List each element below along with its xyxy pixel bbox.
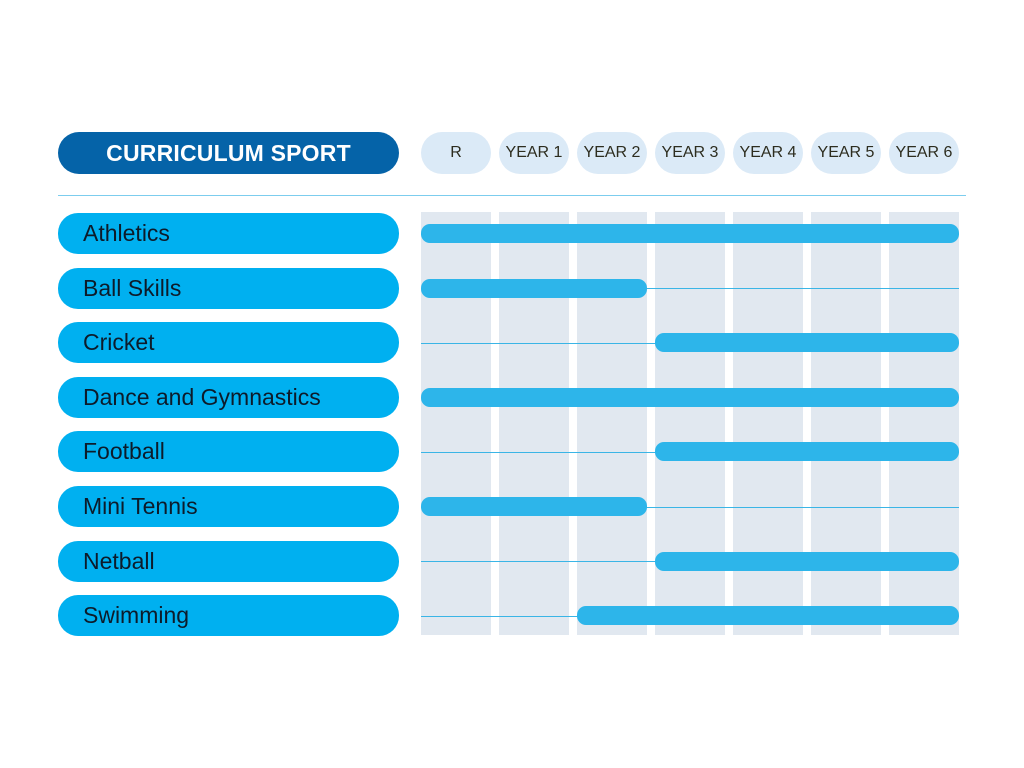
header-divider <box>58 195 966 196</box>
span-bar <box>577 606 959 625</box>
year-column-bg <box>499 212 569 635</box>
year-label-year-5: YEAR 5 <box>811 132 881 174</box>
year-label-year-1: YEAR 1 <box>499 132 569 174</box>
span-bar <box>421 279 647 298</box>
sport-label: Dance and Gymnastics <box>58 376 399 418</box>
year-column-bg <box>577 212 647 635</box>
year-column-bg <box>421 212 491 635</box>
sport-label: Athletics <box>58 213 399 254</box>
span-bar <box>421 388 959 407</box>
sport-label: Netball <box>58 540 399 582</box>
year-label-year-4: YEAR 4 <box>733 132 803 174</box>
row-guide-line <box>421 507 959 508</box>
year-column-bg <box>889 212 959 635</box>
year-label-r: R <box>421 132 491 174</box>
row-guide-line <box>421 288 959 289</box>
span-bar <box>655 552 959 571</box>
span-bar <box>421 224 959 243</box>
year-column-bg <box>811 212 881 635</box>
span-bar <box>655 333 959 352</box>
sport-label: Football <box>58 431 399 473</box>
year-column-bg <box>655 212 725 635</box>
sport-label: Ball Skills <box>58 267 399 309</box>
year-label-year-2: YEAR 2 <box>577 132 647 174</box>
page-title: CURRICULUM SPORT <box>58 132 399 174</box>
sport-label: Swimming <box>58 595 399 637</box>
span-bar <box>655 442 959 461</box>
sport-label: Mini Tennis <box>58 486 399 527</box>
year-column-bg <box>733 212 803 635</box>
span-bar <box>421 497 647 516</box>
year-label-year-3: YEAR 3 <box>655 132 725 174</box>
sport-label: Cricket <box>58 322 399 364</box>
year-label-year-6: YEAR 6 <box>889 132 959 174</box>
